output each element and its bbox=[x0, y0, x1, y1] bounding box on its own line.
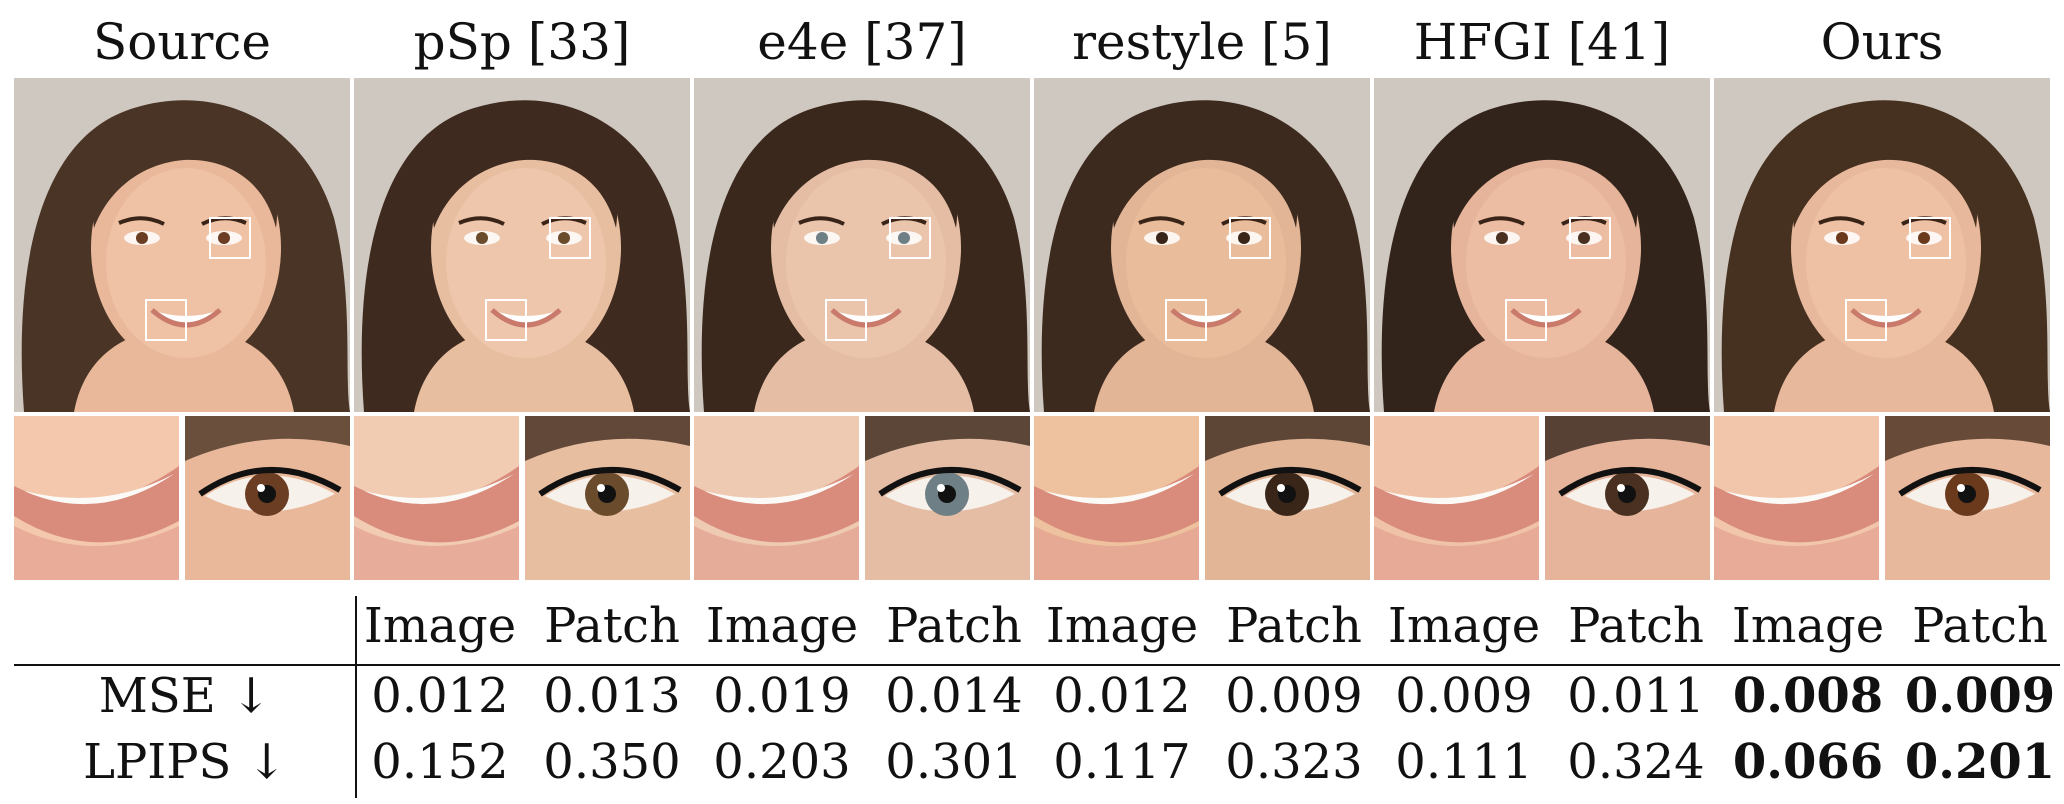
table-header-cell: Image bbox=[363, 598, 517, 654]
table-value-cell: 0.014 bbox=[885, 668, 1023, 724]
table-value-cell: 0.301 bbox=[885, 734, 1023, 790]
eye-patch-image bbox=[1885, 416, 2050, 580]
table-value-cell: 0.323 bbox=[1225, 734, 1363, 790]
face-image bbox=[1374, 78, 1710, 412]
eye-patch-image bbox=[185, 416, 350, 580]
table-header-cell: Image bbox=[1045, 598, 1199, 654]
table-divider bbox=[355, 596, 357, 798]
table-value-cell: 0.350 bbox=[543, 734, 681, 790]
table-header-cell: Image bbox=[705, 598, 859, 654]
column-title: Ours bbox=[1820, 13, 1944, 71]
table-value-cell: 0.111 bbox=[1395, 734, 1533, 790]
table-value-cell: 0.117 bbox=[1053, 734, 1191, 790]
mouth-patch-image bbox=[1034, 416, 1199, 580]
table-value-cell: 0.012 bbox=[371, 668, 509, 724]
face-image bbox=[694, 78, 1030, 412]
table-value-cell: 0.008 bbox=[1732, 668, 1884, 724]
mouth-patch-image bbox=[14, 416, 179, 580]
face-image bbox=[1714, 78, 2050, 412]
table-value-cell: 0.009 bbox=[1395, 668, 1533, 724]
eye-patch-image bbox=[865, 416, 1030, 580]
column-title: restyle [5] bbox=[1072, 13, 1332, 71]
table-rule bbox=[14, 664, 2060, 666]
table-value-cell: 0.324 bbox=[1567, 734, 1705, 790]
table-header-cell: Patch bbox=[1912, 598, 2048, 654]
table-header-cell: Patch bbox=[886, 598, 1022, 654]
eye-patch-image bbox=[525, 416, 690, 580]
table-header-cell: Patch bbox=[1226, 598, 1362, 654]
table-header-cell: Patch bbox=[1568, 598, 1704, 654]
table-value-cell: 0.019 bbox=[713, 668, 851, 724]
table-header-cell: Image bbox=[1731, 598, 1885, 654]
column-title: e4e [37] bbox=[757, 13, 967, 71]
eye-patch-image bbox=[1545, 416, 1710, 580]
table-value-cell: 0.066 bbox=[1732, 734, 1884, 790]
table-value-cell: 0.203 bbox=[713, 734, 851, 790]
mouth-patch-image bbox=[694, 416, 859, 580]
table-value-cell: 0.009 bbox=[1225, 668, 1363, 724]
column-title: Source bbox=[92, 13, 272, 71]
face-image bbox=[1034, 78, 1370, 412]
column-title: HFGI [41] bbox=[1413, 13, 1671, 71]
table-header-cell: Patch bbox=[544, 598, 680, 654]
table-value-cell: 0.201 bbox=[1904, 734, 2056, 790]
table-row-label: LPIPS ↓ bbox=[83, 734, 287, 790]
table-value-cell: 0.011 bbox=[1567, 668, 1705, 724]
eye-patch-image bbox=[1205, 416, 1370, 580]
table-value-cell: 0.152 bbox=[371, 734, 509, 790]
column-title: pSp [33] bbox=[413, 13, 631, 71]
table-value-cell: 0.013 bbox=[543, 668, 681, 724]
table-value-cell: 0.009 bbox=[1904, 668, 2056, 724]
mouth-patch-image bbox=[1374, 416, 1539, 580]
mouth-patch-image bbox=[354, 416, 519, 580]
mouth-patch-image bbox=[1714, 416, 1879, 580]
table-row-label: MSE ↓ bbox=[98, 668, 272, 724]
face-image bbox=[14, 78, 350, 412]
table-value-cell: 0.012 bbox=[1053, 668, 1191, 724]
face-image bbox=[354, 78, 690, 412]
table-header-cell: Image bbox=[1387, 598, 1541, 654]
